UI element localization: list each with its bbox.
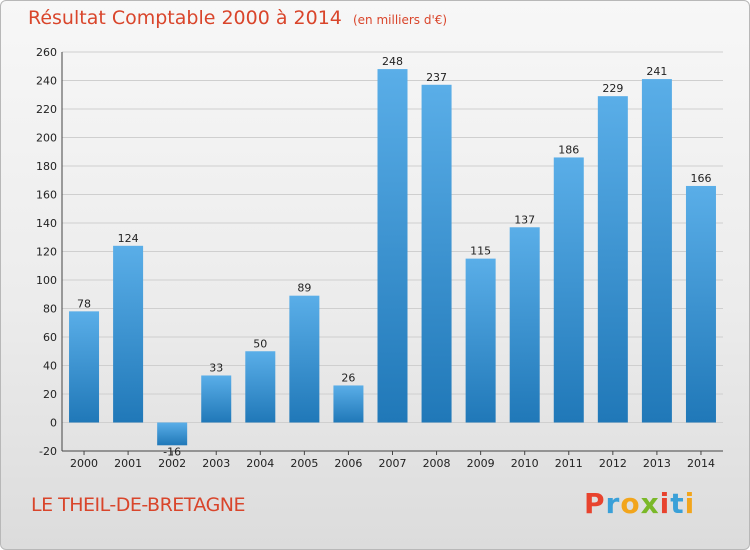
x-tick-label: 2000 (70, 457, 98, 470)
x-tick-labels: 2000 2001 2002 2003 2004 2005 2006 2007 2008 2009… (70, 457, 715, 470)
x-tick-label: 2014 (687, 457, 715, 470)
y-tick-label: 180 (36, 160, 57, 173)
x-tick-label: 2010 (511, 457, 539, 470)
logo-letter: t (670, 487, 685, 520)
y-tick-label: 0 (50, 417, 57, 430)
logo-letter: o (620, 487, 641, 520)
x-tick-label: 2008 (423, 457, 451, 470)
data-label: 115 (470, 245, 491, 258)
bar-2014 (685, 185, 716, 423)
logo-letter: x (640, 487, 660, 520)
bar-2003 (201, 375, 232, 423)
data-label: 50 (253, 337, 267, 350)
chart-subtitle: (en milliers d'€) (352, 13, 448, 27)
chart-title: Résultat Comptable 2000 à 2014 (28, 7, 342, 29)
bar-2011 (553, 157, 584, 423)
data-label: -16 (163, 445, 181, 458)
y-tick-label: 60 (43, 331, 57, 344)
logo-letter: i (684, 487, 696, 520)
y-tick-label: 100 (36, 274, 57, 287)
y-tick-label: 200 (36, 132, 57, 145)
axes (61, 52, 723, 455)
bar-2008 (421, 84, 452, 423)
data-label: 241 (646, 65, 667, 78)
y-tick-label: 80 (43, 303, 57, 316)
logo-letter: i (659, 487, 671, 520)
bar-2010 (509, 227, 540, 423)
city-name: LE THEIL-DE-BRETAGNE (31, 494, 246, 516)
data-label: 248 (382, 55, 403, 68)
data-label: 26 (341, 371, 355, 384)
bar-2001 (113, 245, 144, 423)
data-label: 186 (558, 143, 579, 156)
y-tick-label: -20 (39, 445, 57, 458)
bar-2005 (289, 295, 320, 423)
y-tick-label: 120 (36, 246, 57, 259)
logo-letter: r (605, 487, 621, 520)
bar-2012 (597, 96, 628, 423)
data-label: 237 (426, 71, 447, 84)
logo-letter: P (584, 487, 606, 520)
bar-2007 (377, 69, 408, 423)
x-tick-label: 2011 (555, 457, 583, 470)
x-tick-label: 2005 (290, 457, 318, 470)
bar-2000 (69, 311, 100, 423)
x-tick-label: 2002 (158, 457, 186, 470)
data-labels: 78 124 -16 33 50 89 26 248 237 115 137 186 229 241 166 (77, 55, 711, 458)
data-label: 124 (118, 232, 139, 245)
y-tick-label: 260 (36, 46, 57, 59)
x-tick-label: 2003 (202, 457, 230, 470)
bar-2013 (641, 79, 672, 423)
bar-2004 (245, 351, 276, 423)
x-tick-label: 2007 (379, 457, 407, 470)
bar-2009 (465, 258, 496, 423)
data-label: 137 (514, 213, 535, 226)
x-tick-label: 2009 (467, 457, 495, 470)
y-tick-label: 140 (36, 217, 57, 230)
y-tick-labels: -20 0 20 40 60 80 100 120 140 160 180 200 220 240 260 (36, 46, 57, 458)
y-tick-label: 160 (36, 189, 57, 202)
bar-2002 (157, 422, 188, 446)
y-tick-label: 20 (43, 388, 57, 401)
data-label: 166 (690, 172, 711, 185)
title-row: Résultat Comptable 2000 à 2014 (en milli… (28, 7, 447, 29)
data-label: 78 (77, 297, 91, 310)
y-tick-label: 40 (43, 360, 57, 373)
y-tick-label: 220 (36, 103, 57, 116)
x-tick-label: 2004 (246, 457, 274, 470)
data-label: 89 (297, 282, 311, 295)
x-tick-label: 2006 (334, 457, 362, 470)
bar-2006 (333, 385, 364, 423)
bars (69, 69, 716, 446)
x-tick-label: 2013 (643, 457, 671, 470)
x-tick-label: 2001 (114, 457, 142, 470)
y-tick-label: 240 (36, 75, 57, 88)
data-label: 229 (602, 82, 623, 95)
data-label: 33 (209, 361, 223, 374)
x-tick-label: 2012 (599, 457, 627, 470)
proxiti-logo: Proxiti (584, 487, 695, 520)
